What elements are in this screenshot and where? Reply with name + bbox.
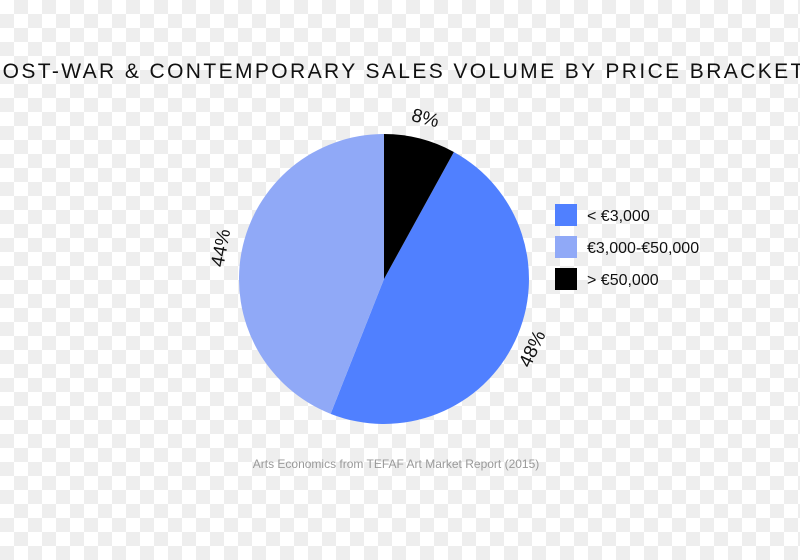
legend: < €3,000 €3,000-€50,000 > €50,000 (555, 204, 699, 290)
legend-swatch-3000-50000 (555, 236, 577, 258)
pie (238, 133, 529, 424)
chart-title: POST-WAR & CONTEMPORARY SALES VOLUME BY … (0, 60, 800, 83)
legend-label-under-3000: < €3,000 (587, 208, 650, 225)
legend-swatch-under-3000 (555, 204, 577, 226)
slice-3000-50000 (238, 133, 384, 414)
slice-over-50000 (384, 134, 454, 279)
legend-label-over-50000: > €50,000 (587, 272, 659, 289)
slice-label-3000-50000: 44% (208, 227, 236, 268)
legend-swatch-over-50000 (555, 268, 577, 290)
slice-label-over-50000: 8% (409, 105, 441, 132)
legend-label-3000-50000: €3,000-€50,000 (587, 240, 699, 257)
source-note: Arts Economics from TEFAF Art Market Rep… (253, 457, 540, 471)
slice-under-3000 (330, 151, 529, 424)
slice-label-under-3000: 48% (515, 327, 550, 370)
